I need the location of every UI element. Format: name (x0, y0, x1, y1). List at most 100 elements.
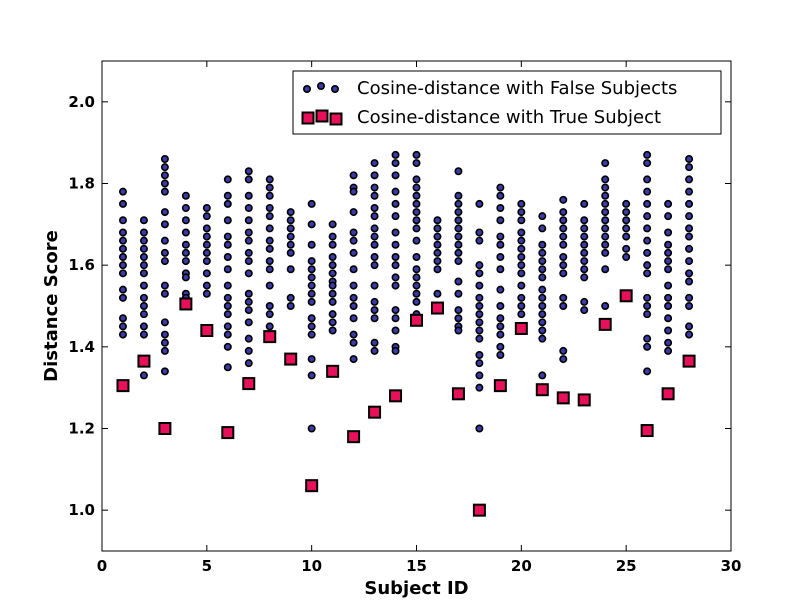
false-subject-point (286, 232, 295, 241)
false-subject-point (286, 208, 295, 217)
false-subject-point (664, 199, 673, 208)
false-subject-point (664, 338, 673, 347)
false-subject-point (307, 220, 316, 229)
false-subject-point (244, 204, 253, 213)
false-subject-point (643, 212, 652, 221)
legend-circle (302, 85, 311, 94)
false-subject-point (328, 326, 337, 335)
false-subject-point (454, 314, 463, 323)
false-subject-point (328, 261, 337, 270)
false-subject-point (160, 281, 169, 290)
false-subject-point (391, 187, 400, 196)
true-subject-point (158, 422, 172, 435)
false-subject-point (181, 204, 190, 213)
true-subject-point (493, 379, 507, 393)
false-subject-point (118, 261, 127, 270)
false-subject-point (328, 269, 337, 278)
false-subject-point (244, 297, 253, 306)
false-subject-point (139, 322, 148, 331)
data-marks (116, 150, 696, 517)
false-subject-point (370, 159, 379, 168)
false-subject-point (685, 301, 694, 310)
false-subject-point (601, 248, 610, 257)
false-subject-point (412, 159, 421, 168)
false-subject-point (538, 318, 547, 327)
false-subject-point (307, 355, 316, 364)
false-subject-point (559, 195, 568, 204)
false-subject-point (223, 191, 232, 200)
false-subject-point (643, 293, 652, 302)
false-subject-point (160, 338, 169, 347)
false-subject-point (349, 187, 358, 196)
y-axis-label: Distance Score (41, 230, 62, 382)
false-subject-point (580, 232, 589, 241)
false-subject-point (412, 191, 421, 200)
x-tick-label: 15 (406, 557, 427, 575)
x-tick-label: 30 (721, 557, 742, 575)
false-subject-point (265, 310, 274, 319)
false-subject-point (370, 314, 379, 323)
false-subject-point (160, 330, 169, 339)
false-subject-point (580, 306, 589, 315)
false-subject-point (286, 224, 295, 233)
false-subject-point (475, 269, 484, 278)
true-subject-point (598, 317, 612, 331)
false-subject-point (664, 346, 673, 355)
false-subject-point (685, 257, 694, 266)
y-tick-label: 1.2 (68, 420, 95, 438)
false-subject-point (160, 289, 169, 298)
false-subject-point (328, 220, 337, 229)
false-subject-point (328, 297, 337, 306)
false-subject-point (118, 187, 127, 196)
false-subject-point (181, 191, 190, 200)
false-subject-point (643, 150, 652, 159)
false-subject-point (580, 240, 589, 249)
false-subject-point (664, 281, 673, 290)
false-subject-point (433, 232, 442, 241)
false-subject-point (286, 216, 295, 225)
false-subject-point (412, 175, 421, 184)
false-subject-point (496, 253, 505, 262)
false-subject-point (412, 224, 421, 233)
true-subject-point (451, 387, 465, 401)
false-subject-point (139, 236, 148, 245)
false-subject-point (139, 310, 148, 319)
false-subject-point (496, 285, 505, 294)
false-subject-point (538, 212, 547, 221)
false-subject-point (370, 306, 379, 315)
false-subject-point (643, 342, 652, 351)
false-subject-point (580, 297, 589, 306)
false-subject-point (223, 281, 232, 290)
false-subject-point (559, 216, 568, 225)
false-subject-point (328, 318, 337, 327)
false-subject-point (286, 301, 295, 310)
false-subject-point (622, 208, 631, 217)
false-subject-point (643, 187, 652, 196)
false-subject-point (622, 244, 631, 253)
false-subject-point (496, 301, 505, 310)
false-subject-point (496, 342, 505, 351)
false-subject-point (496, 204, 505, 213)
false-subject-point (139, 269, 148, 278)
false-subject-point (328, 253, 337, 262)
false-subject-point (307, 265, 316, 274)
x-tick-label: 20 (511, 557, 532, 575)
false-subject-point (433, 216, 442, 225)
false-subject-point (643, 269, 652, 278)
false-subject-point (412, 265, 421, 274)
false-subject-point (223, 293, 232, 302)
false-subject-point (559, 240, 568, 249)
true-subject-point (347, 430, 361, 444)
false-subject-point (643, 334, 652, 343)
false-subject-point (685, 330, 694, 339)
false-subject-point (685, 187, 694, 196)
false-subject-point (328, 240, 337, 249)
false-subject-point (517, 301, 526, 310)
false-subject-point (559, 232, 568, 241)
false-subject-point (139, 281, 148, 290)
legend-square (315, 109, 329, 123)
false-subject-point (286, 248, 295, 257)
false-subject-point (433, 289, 442, 298)
false-subject-point (664, 293, 673, 302)
false-subject-point (328, 310, 337, 319)
